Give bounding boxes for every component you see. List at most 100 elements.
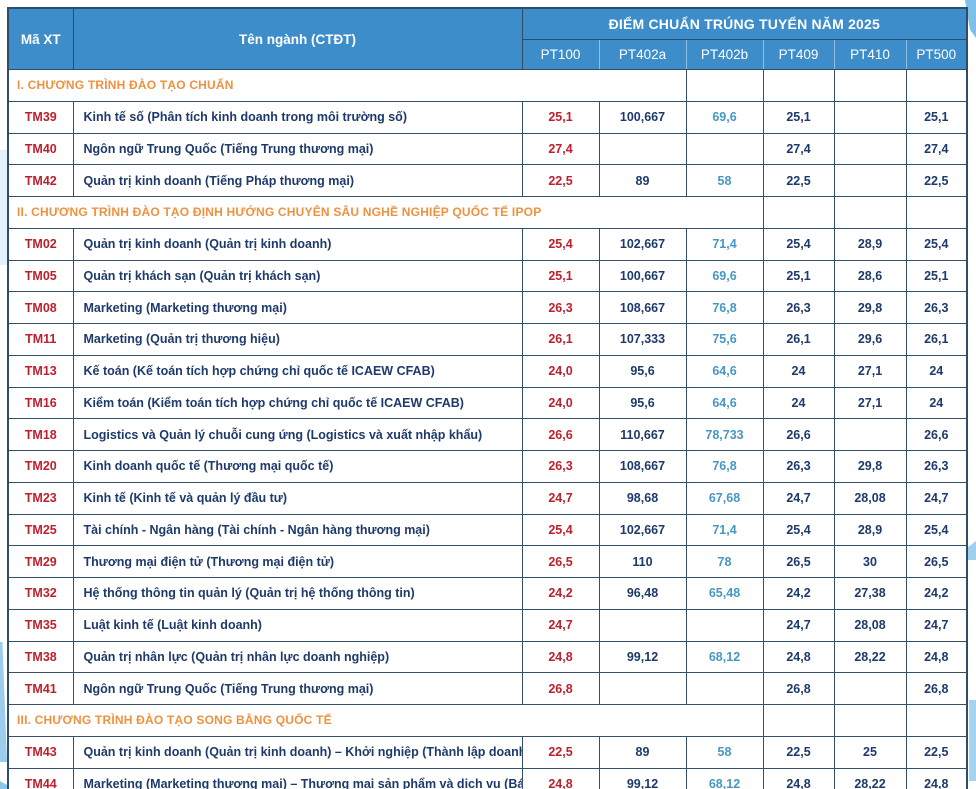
score-pt500: 26,3	[905, 291, 968, 324]
score-pt402b: 76,8	[685, 291, 764, 324]
program-code: TM32	[7, 577, 74, 610]
column-header-pt402a: PT402a	[598, 39, 687, 70]
column-header-code: Mã XT	[7, 7, 74, 70]
score-pt100: 25,1	[521, 259, 600, 293]
score-pt409: 25,4	[762, 513, 835, 547]
score-pt100: 27,4	[521, 132, 600, 166]
score-pt100: 26,3	[521, 450, 600, 483]
program-row: TM43 Quản trị kinh doanh (Quản trị kinh d…	[7, 735, 968, 769]
program-code: TM11	[7, 323, 74, 356]
score-pt402a: 107,333	[598, 323, 687, 356]
program-code: TM43	[7, 735, 74, 769]
score-pt100: 24,8	[521, 640, 600, 674]
score-pt410	[833, 132, 907, 166]
program-row: TM13 Kế toán (Kế toán tích hợp chứng chỉ …	[7, 354, 968, 388]
section-row: II. CHƯƠNG TRÌNH ĐÀO TẠO ĐỊNH HƯỚNG CHUY…	[7, 196, 968, 229]
score-pt409: 25,1	[762, 259, 835, 293]
score-pt409: 24,8	[762, 640, 835, 674]
program-name: Hệ thống thông tin quản lý (Quản trị hệ …	[72, 577, 523, 610]
score-pt500: 26,6	[905, 418, 968, 451]
score-pt410: 27,1	[833, 354, 907, 388]
program-code: TM16	[7, 386, 74, 420]
score-pt409: 24,7	[762, 481, 835, 515]
program-code: TM25	[7, 513, 74, 547]
table-title: ĐIỂM CHUẨN TRÚNG TUYỂN NĂM 2025	[521, 7, 968, 40]
edge-accent-shape	[0, 642, 7, 762]
score-pt500: 27,4	[905, 132, 968, 166]
score-pt409: 24,7	[762, 608, 835, 642]
program-name: Quản trị kinh doanh (Quản trị kinh doanh…	[72, 735, 523, 769]
program-row: TM25 Tài chính - Ngân hàng (Tài chính - N…	[7, 513, 968, 547]
score-pt409: 26,6	[762, 418, 835, 451]
score-pt100: 26,8	[521, 672, 600, 705]
score-pt402b: 71,4	[685, 227, 764, 261]
program-name: Marketing (Marketing thương mại) – Thươn…	[72, 767, 523, 789]
empty-cell	[685, 69, 764, 102]
score-pt402b	[685, 132, 764, 166]
score-pt402b	[685, 672, 764, 705]
empty-cell	[833, 69, 907, 102]
score-pt409: 25,4	[762, 227, 835, 261]
score-pt402a: 99,12	[598, 767, 687, 789]
score-pt500: 24,8	[905, 640, 968, 674]
score-pt500: 24	[905, 354, 968, 388]
program-code: TM41	[7, 672, 74, 705]
score-pt410: 29,8	[833, 450, 907, 483]
score-pt500: 24,7	[905, 608, 968, 642]
score-pt500: 25,1	[905, 100, 968, 134]
score-pt410: 27,1	[833, 386, 907, 420]
score-pt500: 24	[905, 386, 968, 420]
column-header-pt500: PT500	[905, 39, 968, 70]
empty-cell	[905, 69, 968, 102]
program-code: TM23	[7, 481, 74, 515]
score-pt100: 26,5	[521, 545, 600, 578]
program-row: TM23 Kinh tế (Kinh tế và quản lý đầu tư) 2…	[7, 481, 968, 515]
program-row: TM11 Marketing (Quản trị thương hiệu) 26,1…	[7, 323, 968, 356]
program-name: Luật kinh tế (Luật kinh doanh)	[72, 608, 523, 642]
program-row: TM32 Hệ thống thông tin quản lý (Quản trị…	[7, 577, 968, 610]
column-header-pt402b: PT402b	[685, 39, 764, 70]
score-pt402b: 76,8	[685, 450, 764, 483]
empty-cell	[905, 196, 968, 229]
score-pt500: 22,5	[905, 735, 968, 769]
empty-cell	[833, 196, 907, 229]
score-pt402b	[685, 608, 764, 642]
score-pt402a	[598, 608, 687, 642]
score-pt402a: 100,667	[598, 259, 687, 293]
score-pt409: 26,3	[762, 450, 835, 483]
program-row: TM02 Quản trị kinh doanh (Quản trị kinh d…	[7, 227, 968, 261]
score-pt100: 26,3	[521, 291, 600, 324]
program-code: TM05	[7, 259, 74, 293]
score-pt402b: 78,733	[685, 418, 764, 451]
score-pt410: 28,9	[833, 513, 907, 547]
program-name: Ngôn ngữ Trung Quốc (Tiếng Trung thương …	[72, 132, 523, 166]
program-name: Kế toán (Kế toán tích hợp chứng chỉ quốc…	[72, 354, 523, 388]
score-pt100: 24,7	[521, 481, 600, 515]
program-code: TM40	[7, 132, 74, 166]
score-pt500: 25,4	[905, 513, 968, 547]
score-pt500: 25,4	[905, 227, 968, 261]
program-name: Kinh doanh quốc tế (Thương mại quốc tế)	[72, 450, 523, 483]
score-pt500: 26,1	[905, 323, 968, 356]
score-pt402a: 95,6	[598, 386, 687, 420]
score-pt402b: 78	[685, 545, 764, 578]
score-pt402a: 110,667	[598, 418, 687, 451]
score-pt500: 24,8	[905, 767, 968, 789]
score-pt410: 27,38	[833, 577, 907, 610]
score-pt409: 26,3	[762, 291, 835, 324]
table-header: Mã XT Tên ngành (CTĐT) ĐIỂM CHUẨN TRÚNG …	[7, 7, 968, 70]
score-pt409: 24,2	[762, 577, 835, 610]
score-pt402a: 110	[598, 545, 687, 578]
column-header-pt100: PT100	[521, 39, 600, 70]
score-pt409: 24,8	[762, 767, 835, 789]
score-pt402a: 98,68	[598, 481, 687, 515]
score-pt402b: 71,4	[685, 513, 764, 547]
score-pt410: 28,22	[833, 640, 907, 674]
empty-cell	[762, 69, 835, 102]
score-pt100: 26,1	[521, 323, 600, 356]
score-pt409: 26,8	[762, 672, 835, 705]
program-name: Marketing (Quản trị thương hiệu)	[72, 323, 523, 356]
score-pt402a: 99,12	[598, 640, 687, 674]
program-row: TM18 Logistics và Quản lý chuỗi cung ứng …	[7, 418, 968, 451]
